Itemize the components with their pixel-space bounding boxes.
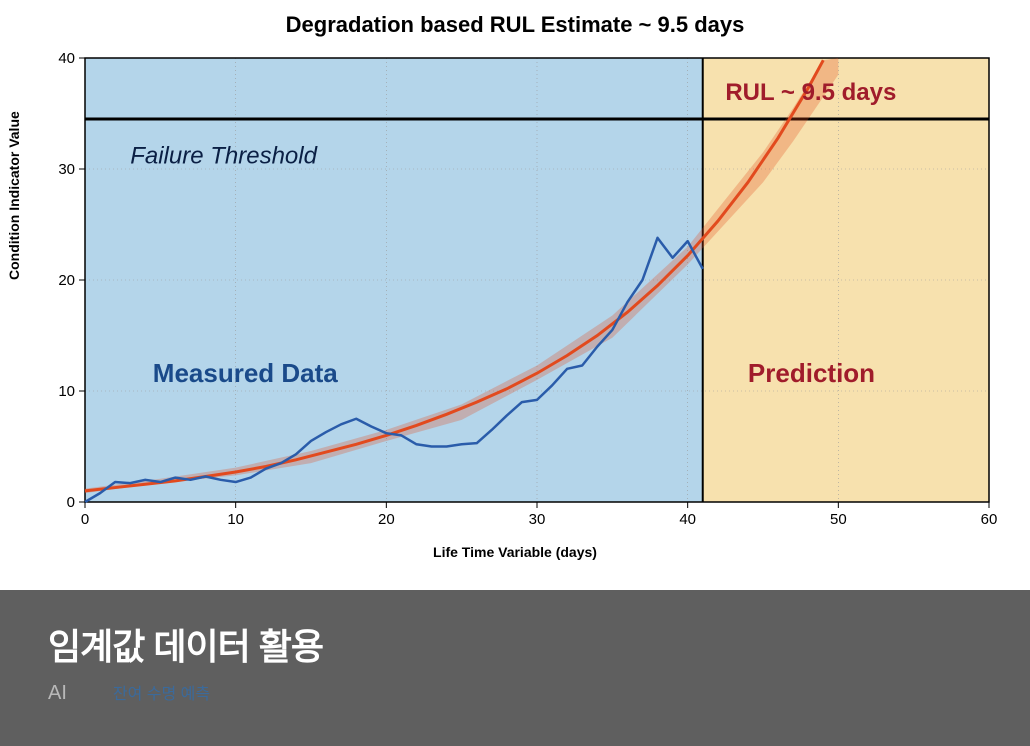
prediction-label: Prediction [748,358,875,388]
failure-threshold-label: Failure Threshold [130,142,317,169]
x-axis-label: Life Time Variable (days) [0,544,1030,560]
footer-panel: 임계값 데이터 활용 AI 잔여 수명 예측 [0,590,1030,746]
x-tick-label: 40 [679,511,696,528]
x-tick-label: 30 [529,511,546,528]
x-tick-label: 60 [981,511,998,528]
x-tick-label: 20 [378,511,395,528]
y-tick-label: 10 [58,383,75,400]
footer-tag-rul: 잔여 수명 예측 [113,680,210,704]
chart-container: Degradation based RUL Estimate ~ 9.5 day… [0,0,1030,590]
y-tick-label: 30 [58,161,75,178]
chart-title: Degradation based RUL Estimate ~ 9.5 day… [0,0,1030,38]
footer-tag-ai: AI [48,682,67,705]
x-tick-label: 10 [227,511,244,528]
rul-annotation: RUL ~ 9.5 days [725,79,896,106]
x-tick-label: 50 [830,511,847,528]
x-tick-label: 0 [81,511,89,528]
chart-svg: 0 10 20 30 40 50 60 0 10 20 30 40 Failure Threshold R… [25,38,1005,548]
footer-title: 임계값 데이터 활용 [48,618,982,670]
y-tick-label: 40 [58,50,75,67]
y-tick-label: 0 [67,494,75,511]
footer-tags: AI 잔여 수명 예측 [48,680,982,705]
y-tick-label: 20 [58,272,75,289]
measured-data-label: Measured Data [153,358,338,388]
y-axis-label: Condition Indicator Value [6,111,22,280]
